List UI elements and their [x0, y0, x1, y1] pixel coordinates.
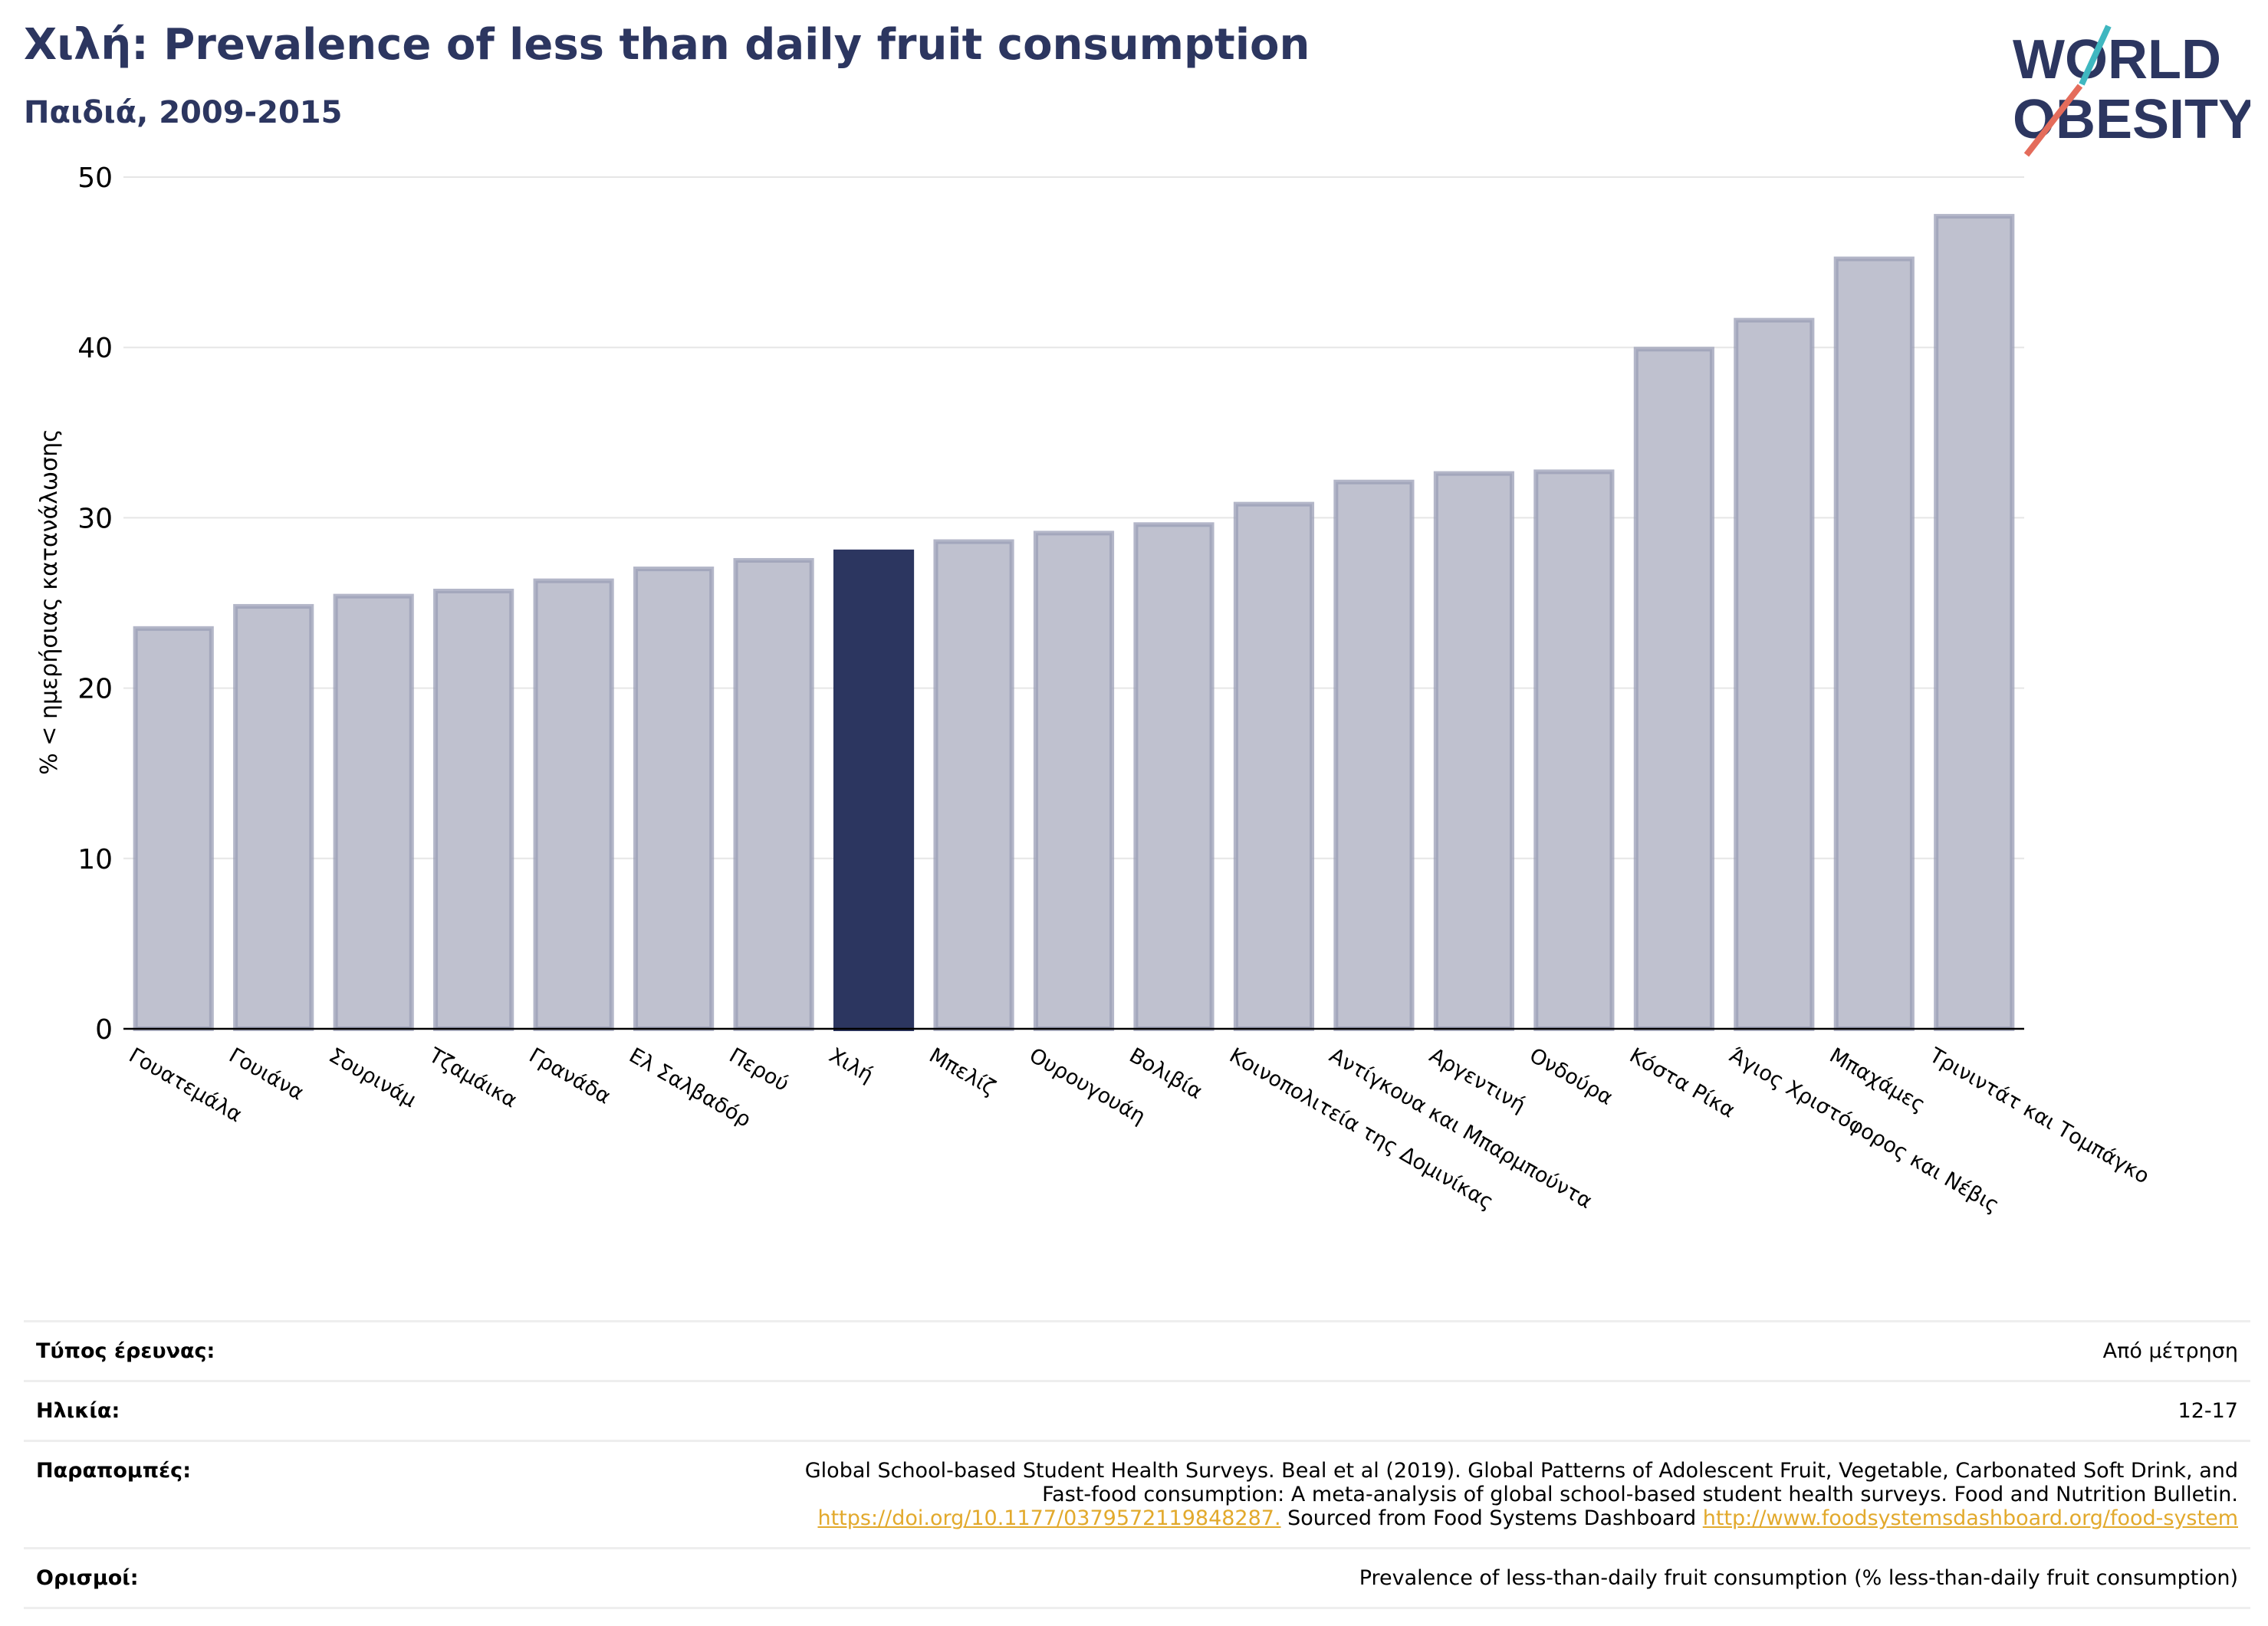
- x-tick-label: Σουρινάμ: [325, 1043, 420, 1112]
- logo-slash-coral: [2023, 84, 2083, 157]
- bar-highlighted: [833, 549, 915, 1031]
- bar: [233, 603, 314, 1031]
- bar: [1233, 501, 1315, 1031]
- x-tick-label: Μπελίζ: [925, 1043, 1000, 1100]
- y-axis-ticks: 0 10 20 30 40 50: [77, 163, 113, 1046]
- bar: [1833, 256, 1915, 1031]
- logo-slash-teal: [2079, 25, 2112, 86]
- bar: [933, 539, 1014, 1031]
- bar: [433, 588, 514, 1031]
- bar: [533, 578, 614, 1031]
- bar: [1934, 214, 2015, 1032]
- x-tick-label: Τρινιντάτ και Τομπάγκο: [1925, 1043, 2153, 1189]
- reference-text-mid: Sourced from Food Systems Dashboard: [1280, 1506, 1703, 1530]
- meta-row-survey-type: Τύπος έρευνας: Από μέτρηση: [24, 1320, 2250, 1381]
- reference-text-line2: Fast-food consumption: A meta-analysis o…: [1042, 1483, 2238, 1506]
- reference-text-line1: Global School-based Student Health Surve…: [804, 1459, 2238, 1483]
- meta-row-age: Ηλικία: 12-17: [24, 1380, 2250, 1441]
- meta-value: 12-17: [527, 1380, 2250, 1441]
- meta-value: Από μέτρηση: [527, 1320, 2250, 1381]
- meta-key: Παραπομπές:: [24, 1440, 527, 1549]
- x-tick-label: Χιλή: [825, 1043, 877, 1087]
- meta-key: Τύπος έρευνας:: [24, 1320, 527, 1381]
- dashboard-link[interactable]: http://www.foodsystemsdashboard.org/food…: [1702, 1506, 2238, 1530]
- logo-line1: WORLD: [2013, 29, 2221, 90]
- y-tick-label: 0: [95, 1014, 113, 1046]
- x-tick-label: Περού: [725, 1043, 793, 1096]
- y-tick-label: 30: [77, 503, 113, 534]
- chart-title: Χιλή: Prevalence of less than daily frui…: [24, 20, 1310, 70]
- y-tick-label: 50: [77, 163, 113, 194]
- bar: [1133, 522, 1215, 1031]
- bar: [633, 567, 715, 1031]
- meta-value: Prevalence of less-than-daily fruit cons…: [527, 1547, 2250, 1609]
- bar: [333, 593, 414, 1031]
- bar: [1033, 531, 1115, 1031]
- x-tick-label: Γουιάνα: [225, 1043, 307, 1105]
- bar: [733, 557, 814, 1031]
- x-tick-label: Ονδούρα: [1525, 1043, 1616, 1110]
- world-obesity-logo: WORLD OBESITY: [2013, 25, 2250, 157]
- x-tick-label: Βολιβία: [1125, 1043, 1206, 1104]
- bar: [1433, 471, 1514, 1031]
- x-tick-label: Κόστα Ρίκα: [1625, 1043, 1739, 1122]
- bar: [133, 626, 214, 1031]
- y-tick-label: 10: [77, 844, 113, 875]
- meta-row-definitions: Ορισμοί: Prevalence of less-than-daily f…: [24, 1547, 2250, 1609]
- y-tick-label: 40: [77, 333, 113, 364]
- x-tick-label: Τζαμάικα: [424, 1043, 521, 1113]
- bar: [1533, 469, 1615, 1031]
- chart-subtitle: Παιδιά, 2009-2015: [24, 95, 343, 130]
- meta-key: Ηλικία:: [24, 1380, 527, 1441]
- meta-key: Ορισμοί:: [24, 1547, 527, 1609]
- bar: [1333, 479, 1415, 1031]
- bar: [1633, 347, 1714, 1031]
- y-axis-label: % < ημερήσιας κατανάλωσης: [36, 429, 63, 775]
- bar: [1734, 317, 1815, 1031]
- meta-row-references: Παραπομπές: Global School-based Student …: [24, 1440, 2250, 1549]
- doi-link[interactable]: https://doi.org/10.1177/0379572119848287…: [817, 1506, 1281, 1530]
- bars: [133, 214, 2015, 1032]
- x-tick-label: Γουατεμάλα: [125, 1043, 246, 1127]
- x-tick-label: Γρανάδα: [525, 1043, 615, 1109]
- meta-value: Global School-based Student Health Surve…: [527, 1440, 2250, 1549]
- y-tick-label: 20: [77, 674, 113, 705]
- metadata-table: Τύπος έρευνας: Από μέτρηση Ηλικία: 12-17…: [24, 1320, 2250, 1609]
